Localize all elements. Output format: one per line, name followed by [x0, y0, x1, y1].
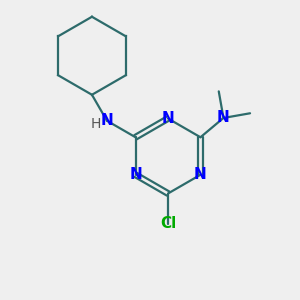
Text: N: N: [217, 110, 230, 125]
Text: N: N: [194, 167, 207, 182]
Text: H: H: [90, 117, 101, 131]
Text: N: N: [129, 167, 142, 182]
Text: N: N: [162, 111, 174, 126]
Text: N: N: [100, 113, 113, 128]
Text: Cl: Cl: [160, 216, 176, 231]
